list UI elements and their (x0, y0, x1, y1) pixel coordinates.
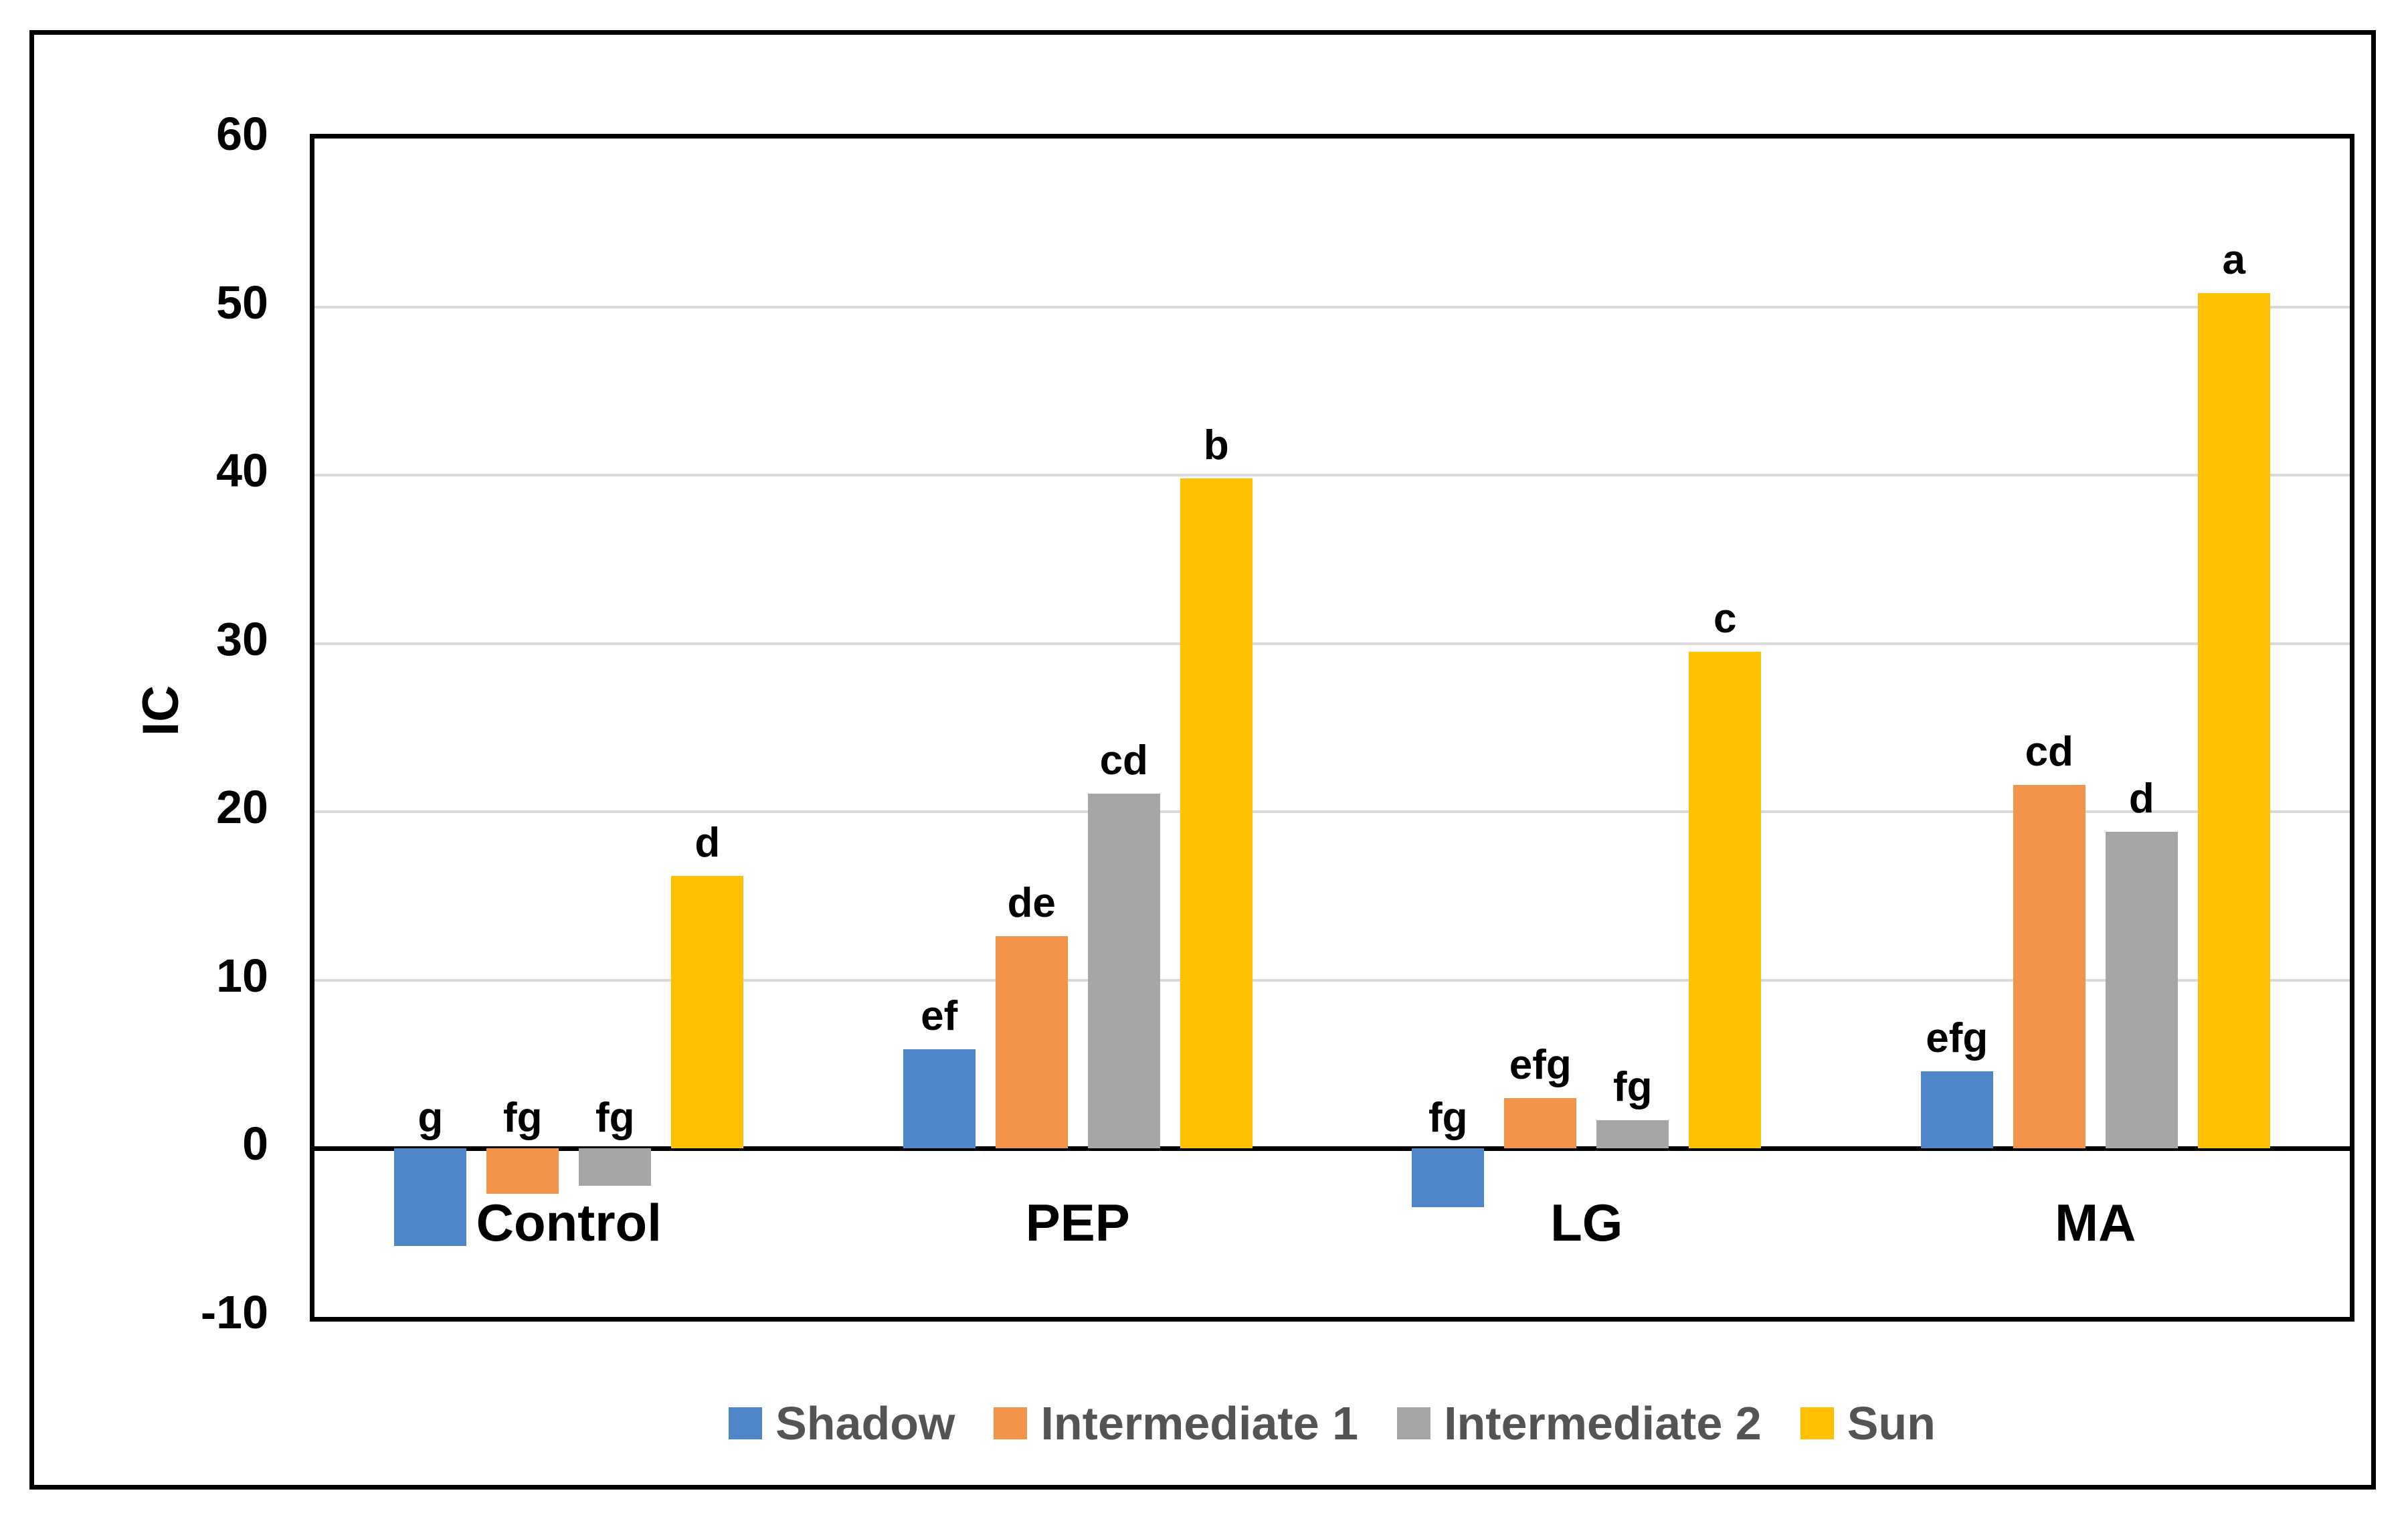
significance-letter: de (1007, 880, 1056, 927)
significance-letter: efg (1926, 1014, 1988, 1061)
bar-shadow-control (394, 1148, 467, 1247)
legend: Shadow Intermediate 1 Intermediate 2 Sun (310, 1390, 2354, 1457)
bar-intermediate-2-pep (1087, 793, 1160, 1149)
significance-letter: g (418, 1095, 444, 1142)
category-label-pep: PEP (1025, 1193, 1130, 1253)
significance-letter: fg (595, 1095, 635, 1142)
gridline (314, 642, 2350, 645)
significance-letter: b (1203, 422, 1229, 469)
plot-area: g fg fg d Control ef de cd b PEP fg efg fg c LG efg cd d a… (310, 134, 2354, 1322)
significance-letter: d (2128, 776, 2154, 822)
category-label-lg: LG (1550, 1193, 1623, 1253)
bar-intermediate-2-ma (2105, 832, 2178, 1149)
category-label-ma: MA (2055, 1193, 2136, 1253)
gridline (314, 978, 2350, 982)
bar-sun-lg (1689, 652, 1762, 1149)
legend-swatch (1800, 1407, 1834, 1439)
significance-letter: fg (1612, 1063, 1653, 1110)
y-tick-label: 30 (216, 612, 268, 665)
bar-sun-ma (2197, 293, 2270, 1149)
figure-frame: IC 60 50 40 30 20 10 0 -10 g fg fg d Control ef de cd b… (29, 30, 2376, 1490)
y-tick-label: 40 (216, 444, 268, 497)
significance-letter: cd (2025, 729, 2073, 776)
legend-label: Intermediate 1 (1040, 1397, 1359, 1449)
significance-letter: fg (1428, 1095, 1468, 1142)
bar-intermediate-1-control (486, 1148, 559, 1194)
significance-letter: efg (1509, 1041, 1572, 1088)
legend-swatch (994, 1407, 1028, 1439)
bar-shadow-ma (1920, 1071, 1993, 1149)
bar-intermediate-1-pep (995, 936, 1068, 1149)
legend-item-sun: Sun (1800, 1400, 1936, 1447)
significance-letter: a (2222, 237, 2245, 284)
legend-item-intermediate-1: Intermediate 1 (994, 1400, 1358, 1447)
bar-shadow-pep (903, 1049, 976, 1149)
gridline (314, 810, 2350, 814)
bar-intermediate-1-ma (2013, 785, 2086, 1149)
y-axis-tick-labels: 60 50 40 30 20 10 0 -10 (101, 108, 268, 1338)
legend-label: Shadow (775, 1397, 955, 1449)
significance-letter: ef (921, 993, 958, 1039)
gridline (314, 305, 2350, 308)
significance-letter: d (694, 819, 721, 866)
bar-sun-control (671, 875, 744, 1149)
y-tick-label: 60 (216, 108, 268, 160)
significance-letter: c (1714, 596, 1737, 642)
y-tick-label: 10 (216, 949, 268, 1002)
category-label-control: Control (476, 1193, 662, 1253)
y-tick-label: 50 (216, 276, 268, 329)
bar-shadow-lg (1412, 1148, 1485, 1208)
legend-swatch (1397, 1407, 1431, 1439)
y-tick-label: 20 (216, 781, 268, 834)
legend-item-intermediate-2: Intermediate 2 (1397, 1400, 1762, 1447)
significance-letter: cd (1099, 737, 1148, 784)
legend-label: Intermediate 2 (1444, 1397, 1762, 1449)
legend-swatch (729, 1407, 763, 1439)
y-tick-label: 0 (242, 1118, 268, 1170)
x-axis-zero-line (314, 1146, 2350, 1152)
legend-item-shadow: Shadow (729, 1400, 955, 1447)
bar-intermediate-2-control (579, 1148, 652, 1186)
y-tick-label: -10 (200, 1286, 268, 1338)
bar-intermediate-2-lg (1596, 1120, 1669, 1149)
gridline (314, 474, 2350, 477)
significance-letter: fg (502, 1095, 543, 1142)
legend-label: Sun (1847, 1397, 1936, 1449)
bar-intermediate-1-lg (1504, 1097, 1577, 1149)
bar-sun-pep (1180, 478, 1253, 1149)
